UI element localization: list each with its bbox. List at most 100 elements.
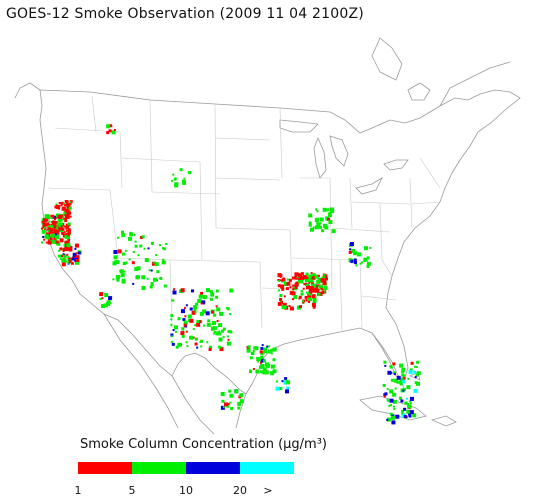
- smoke-pixel: [172, 299, 175, 302]
- smoke-pixel: [134, 244, 138, 248]
- smoke-pixel: [170, 318, 173, 321]
- smoke-pixel: [350, 242, 354, 246]
- smoke-pixel: [387, 399, 390, 402]
- smoke-pixel: [272, 358, 276, 362]
- smoke-pixel: [56, 229, 60, 233]
- smoke-pixel: [216, 320, 219, 322]
- smoke-pixel: [191, 289, 194, 293]
- smoke-pixel: [170, 335, 173, 338]
- smoke-pixel: [246, 348, 251, 353]
- smoke-pixel: [289, 306, 294, 311]
- smoke-pixel: [389, 365, 393, 369]
- legend-ticks: 1 5 10 20 >: [74, 484, 327, 500]
- smoke-pixel: [317, 277, 321, 281]
- smoke-pixel: [272, 369, 277, 374]
- smoke-pixel: [322, 282, 325, 285]
- smoke-pixel: [119, 270, 122, 273]
- smoke-pixel: [134, 240, 137, 243]
- smoke-pixel: [67, 222, 71, 226]
- smoke-pixel: [66, 211, 71, 216]
- smoke-pixel: [262, 367, 267, 372]
- smoke-pixel: [268, 345, 271, 348]
- smoke-pixel: [61, 262, 66, 267]
- smoke-pixel: [200, 339, 204, 343]
- smoke-pixel: [171, 342, 175, 346]
- smoke-pixel: [43, 238, 46, 241]
- smoke-pixel: [396, 380, 400, 384]
- smoke-pixel: [390, 415, 395, 420]
- smoke-pixel: [64, 200, 68, 203]
- smoke-pixel: [224, 402, 228, 407]
- smoke-pixel: [70, 245, 73, 248]
- smoke-pixel: [48, 227, 52, 231]
- smoke-pixel: [306, 276, 309, 280]
- smoke-pixel: [56, 241, 61, 246]
- smoke-pixel: [270, 364, 275, 369]
- smoke-pixel: [262, 371, 266, 375]
- smoke-pixel: [290, 291, 293, 294]
- smoke-pixel: [300, 292, 304, 296]
- smoke-pixel: [328, 212, 331, 214]
- smoke-pixel: [351, 248, 356, 253]
- map-canvas: [14, 37, 521, 435]
- smoke-pixel: [191, 310, 196, 315]
- smoke-pixel: [215, 295, 219, 299]
- smoke-pixel: [173, 177, 177, 181]
- smoke-pixel: [298, 295, 302, 299]
- smoke-pixel: [302, 275, 307, 279]
- smoke-pixel: [162, 258, 165, 261]
- smoke-pixel: [407, 403, 410, 405]
- smoke-pixel: [210, 326, 215, 331]
- smoke-pixel: [292, 288, 295, 291]
- smoke-pixel: [58, 214, 63, 219]
- smoke-pixel: [266, 345, 269, 348]
- smoke-pixel: [327, 213, 332, 218]
- smoke-pixel: [43, 226, 46, 229]
- smoke-pixel: [58, 218, 62, 222]
- smoke-pixel: [264, 370, 269, 375]
- smoke-pixel: [182, 318, 186, 322]
- smoke-pixel: [226, 335, 229, 338]
- smoke-pixel: [289, 286, 292, 289]
- smoke-pixel: [115, 260, 120, 265]
- smoke-pixel: [394, 387, 397, 390]
- legend-color-bar: [78, 462, 327, 474]
- smoke-pixel: [53, 229, 58, 234]
- smoke-pixel: [408, 412, 412, 416]
- smoke-pixel: [383, 395, 386, 398]
- smoke-pixel: [320, 287, 323, 290]
- legend-tick: 1: [74, 484, 82, 497]
- smoke-pixel: [47, 229, 50, 232]
- smoke-pixel: [193, 308, 197, 312]
- smoke-pixel: [56, 204, 61, 209]
- smoke-pixel: [328, 220, 333, 224]
- smoke-pixel: [414, 381, 418, 385]
- smoke-pixel: [55, 203, 58, 206]
- smoke-pixel: [183, 320, 188, 325]
- smoke-pixel: [47, 238, 50, 241]
- smoke-pixel: [222, 400, 225, 403]
- smoke-pixel: [319, 284, 323, 289]
- smoke-pixel: [161, 260, 166, 265]
- smoke-pixel: [252, 350, 255, 352]
- smoke-pixel: [50, 231, 54, 235]
- smoke-pixel: [393, 373, 396, 376]
- smoke-pixel: [121, 233, 126, 238]
- smoke-pixel: [50, 216, 53, 219]
- smoke-pixel: [202, 309, 207, 314]
- smoke-pixel: [309, 297, 312, 300]
- smoke-pixel: [113, 129, 116, 131]
- smoke-pixel: [410, 361, 414, 365]
- smoke-pixel: [305, 272, 309, 276]
- smoke-pixel: [366, 264, 370, 268]
- smoke-pixel: [286, 386, 290, 390]
- smoke-pixel: [63, 259, 67, 263]
- smoke-pixel: [288, 305, 291, 307]
- smoke-pixel: [149, 285, 153, 289]
- smoke-pixel: [318, 285, 320, 288]
- smoke-pixel: [212, 321, 216, 325]
- smoke-pixel: [194, 342, 198, 346]
- smoke-pixel: [61, 227, 65, 231]
- smoke-pixel: [185, 304, 188, 307]
- smoke-pixel: [172, 173, 175, 176]
